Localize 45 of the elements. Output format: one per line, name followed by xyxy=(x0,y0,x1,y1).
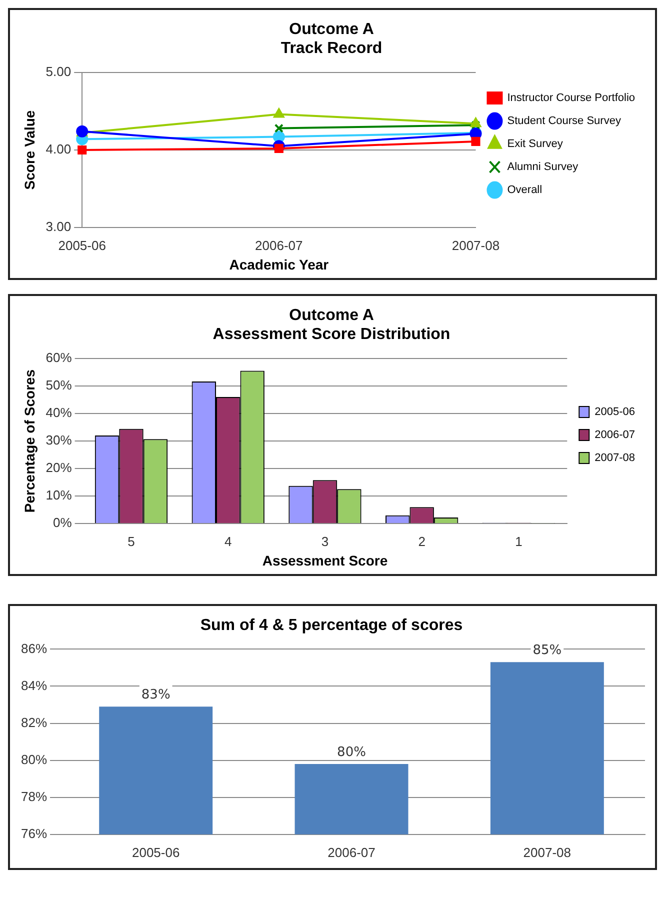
x-tick-label: 2 xyxy=(418,534,426,549)
chart-title: Outcome A Assessment Score Distribution xyxy=(212,307,450,344)
y-axis-title: Percentage of Scores xyxy=(21,369,38,513)
data-label: 83% xyxy=(141,687,170,702)
x-tick-label: 3 xyxy=(321,534,329,549)
x-tick-label: 4 xyxy=(224,534,232,549)
data-label: 80% xyxy=(337,744,366,760)
y-tick-label: 84% xyxy=(20,678,48,693)
x-tick-label: 2007-08 xyxy=(452,238,500,253)
y-tick-label: 5.00 xyxy=(46,64,72,79)
data-label: 85% xyxy=(532,643,562,658)
x-tick-label: 2007-08 xyxy=(523,844,572,860)
legend-label: Exit Survey xyxy=(507,138,564,150)
x-tick-label: 2006-07 xyxy=(255,238,303,253)
y-tick-label: 3.00 xyxy=(46,219,72,234)
y-tick-label: 40% xyxy=(46,405,72,420)
x-tick-label: 2005-06 xyxy=(132,844,180,860)
y-tick-label: 30% xyxy=(46,432,72,448)
y-tick-label: 20% xyxy=(46,460,72,476)
chart-title: Outcome A Track Record xyxy=(280,21,382,58)
x-tick-label: 2006-07 xyxy=(328,844,376,860)
x-tick-label: 2005-06 xyxy=(58,238,106,253)
y-tick-label: 76% xyxy=(20,826,48,841)
y-tick-label: 78% xyxy=(20,788,48,804)
y-tick-label: 4.00 xyxy=(46,142,72,157)
x-axis-title: Academic Year xyxy=(229,256,330,272)
y-tick-label: 0% xyxy=(53,515,72,530)
y-tick-label: 60% xyxy=(46,350,72,365)
y-axis-title: Score Value xyxy=(21,110,38,190)
y-tick-label: 82% xyxy=(20,714,48,730)
legend-label: Overall xyxy=(507,184,542,196)
y-tick-label: 80% xyxy=(20,752,48,767)
legend-label: Instructor Course Portfolio xyxy=(507,92,636,104)
y-tick-label: 10% xyxy=(46,488,72,503)
legend-label: Alumni Survey xyxy=(507,161,579,174)
legend-label: 2005-06 xyxy=(594,406,636,418)
x-axis-title: Assessment Score xyxy=(262,552,388,568)
legend-label: Student Course Survey xyxy=(507,115,622,128)
y-tick-label: 50% xyxy=(46,378,72,393)
legend-label: 2007-08 xyxy=(594,452,636,464)
chart-title: Sum of 4 & 5 percentage of scores xyxy=(200,617,463,634)
legend-label: 2006-07 xyxy=(594,429,636,442)
x-tick-label: 1 xyxy=(515,534,522,549)
x-tick-label: 5 xyxy=(128,534,135,549)
y-tick-label: 86% xyxy=(20,640,48,656)
